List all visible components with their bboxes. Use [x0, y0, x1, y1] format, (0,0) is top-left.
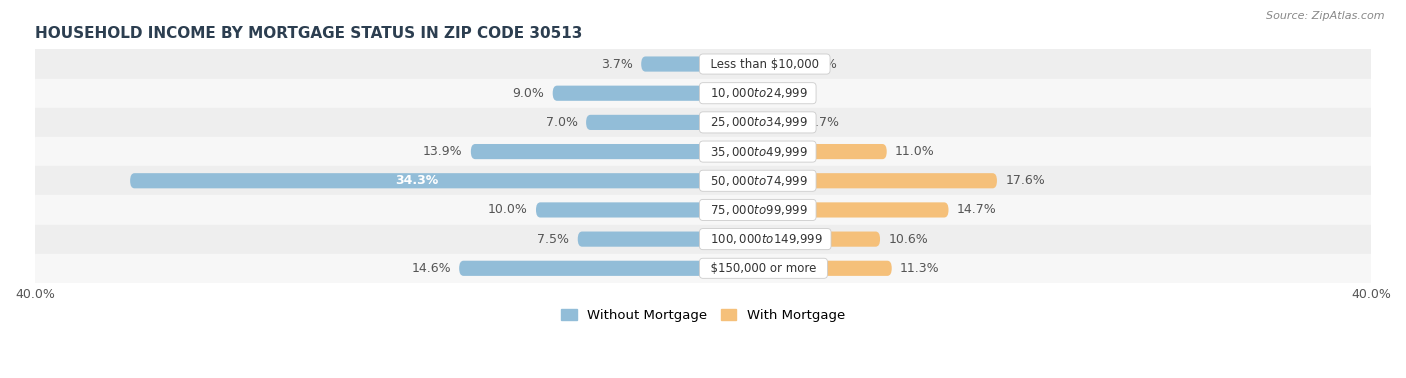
Text: 7.5%: 7.5%: [537, 232, 569, 246]
Bar: [35, 225, 1371, 254]
Text: 4.3%: 4.3%: [783, 87, 815, 100]
FancyBboxPatch shape: [703, 115, 799, 130]
Text: 9.0%: 9.0%: [512, 87, 544, 100]
Text: $75,000 to $99,999: $75,000 to $99,999: [703, 203, 813, 217]
FancyBboxPatch shape: [703, 86, 775, 101]
Bar: [35, 79, 1371, 108]
Bar: [35, 50, 1371, 79]
Bar: [35, 195, 1371, 225]
Text: 10.6%: 10.6%: [889, 232, 928, 246]
Text: $35,000 to $49,999: $35,000 to $49,999: [703, 144, 813, 159]
Text: $25,000 to $34,999: $25,000 to $34,999: [703, 115, 813, 129]
Text: 14.6%: 14.6%: [411, 262, 451, 275]
Text: 11.3%: 11.3%: [900, 262, 939, 275]
Text: Source: ZipAtlas.com: Source: ZipAtlas.com: [1267, 11, 1385, 21]
FancyBboxPatch shape: [536, 202, 703, 217]
Text: 10.0%: 10.0%: [488, 203, 527, 217]
FancyBboxPatch shape: [586, 115, 703, 130]
Text: $50,000 to $74,999: $50,000 to $74,999: [703, 174, 813, 188]
Bar: [35, 108, 1371, 137]
Bar: [35, 166, 1371, 195]
Text: Less than $10,000: Less than $10,000: [703, 57, 827, 71]
FancyBboxPatch shape: [460, 261, 703, 276]
Text: 5.7%: 5.7%: [807, 116, 838, 129]
FancyBboxPatch shape: [131, 173, 703, 188]
Text: 13.9%: 13.9%: [423, 145, 463, 158]
Bar: [35, 137, 1371, 166]
Text: $150,000 or more: $150,000 or more: [703, 262, 824, 275]
Text: 11.0%: 11.0%: [896, 145, 935, 158]
Text: 3.7%: 3.7%: [600, 57, 633, 71]
FancyBboxPatch shape: [703, 56, 797, 71]
Text: HOUSEHOLD INCOME BY MORTGAGE STATUS IN ZIP CODE 30513: HOUSEHOLD INCOME BY MORTGAGE STATUS IN Z…: [35, 26, 582, 41]
FancyBboxPatch shape: [703, 144, 887, 159]
FancyBboxPatch shape: [641, 56, 703, 71]
FancyBboxPatch shape: [553, 86, 703, 101]
FancyBboxPatch shape: [703, 173, 997, 188]
Text: 34.3%: 34.3%: [395, 174, 439, 187]
FancyBboxPatch shape: [703, 261, 891, 276]
Legend: Without Mortgage, With Mortgage: Without Mortgage, With Mortgage: [555, 304, 851, 328]
Text: 14.7%: 14.7%: [957, 203, 997, 217]
FancyBboxPatch shape: [578, 232, 703, 247]
Bar: [35, 254, 1371, 283]
FancyBboxPatch shape: [471, 144, 703, 159]
Text: 7.0%: 7.0%: [546, 116, 578, 129]
Text: $10,000 to $24,999: $10,000 to $24,999: [703, 86, 813, 100]
Text: $100,000 to $149,999: $100,000 to $149,999: [703, 232, 828, 246]
Text: 5.6%: 5.6%: [804, 57, 837, 71]
Text: 17.6%: 17.6%: [1005, 174, 1045, 187]
FancyBboxPatch shape: [703, 202, 949, 217]
FancyBboxPatch shape: [703, 232, 880, 247]
